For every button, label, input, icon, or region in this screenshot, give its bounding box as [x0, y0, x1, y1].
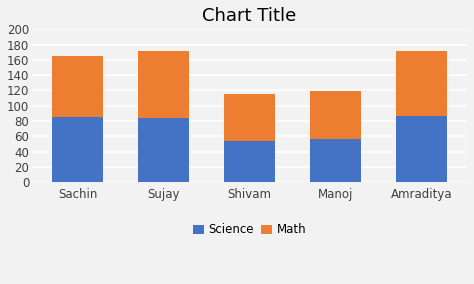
Bar: [52, 56, 103, 117]
Bar: [310, 91, 361, 139]
Bar: [138, 51, 190, 118]
Bar: [224, 93, 275, 141]
Title: Chart Title: Chart Title: [202, 7, 297, 25]
Bar: [396, 51, 447, 116]
Bar: [138, 118, 190, 182]
Bar: [52, 117, 103, 182]
Bar: [224, 141, 275, 182]
Bar: [310, 139, 361, 182]
Legend: Science, Math: Science, Math: [188, 219, 311, 241]
Bar: [396, 116, 447, 182]
